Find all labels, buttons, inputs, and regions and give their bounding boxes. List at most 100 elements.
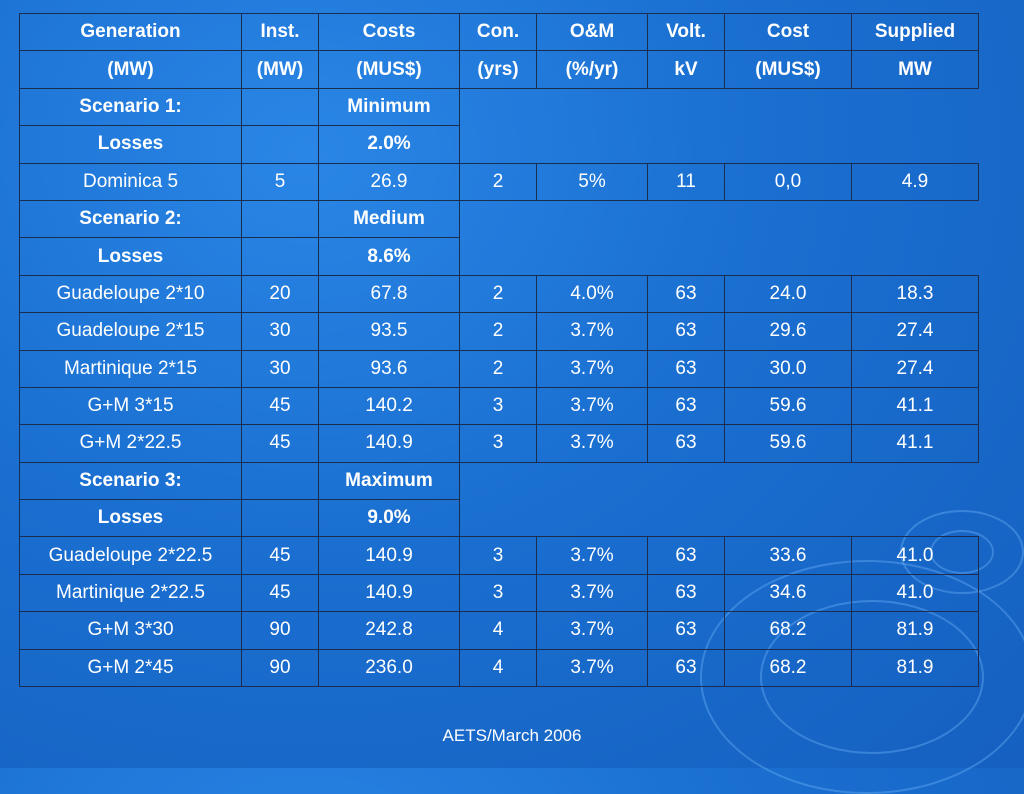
table-cell: 5% [536, 162, 648, 201]
table-cell: 26.9 [318, 162, 460, 201]
table-cell: 140.2 [318, 386, 460, 426]
table-cell: 4 [459, 611, 537, 650]
column-unit-header: (yrs) [459, 50, 537, 89]
scenario-title-row: Scenario 3: Maximum [19, 461, 979, 538]
table-cell: Martinique 2*15 [19, 349, 242, 388]
table-cell: 3.7% [536, 611, 648, 650]
table-cell: 29.6 [724, 312, 852, 351]
table-cell: 4 [459, 648, 537, 688]
table-cell: G+M 2*22.5 [19, 424, 242, 463]
column-unit-header: (MUS$) [318, 50, 460, 89]
table-cell: 27.4 [851, 312, 979, 351]
table-cell: Guadeloupe 2*22.5 [19, 536, 242, 575]
column-unit-header: (MW) [19, 50, 242, 89]
table-cell: 2 [459, 162, 537, 201]
table-cell: 45 [241, 536, 319, 575]
table-row: Dominica 5 5 26.9 2 5% 11 0,0 4.9 [19, 162, 979, 201]
table-cell: 63 [647, 424, 725, 463]
scenario-level: Maximum [318, 461, 460, 501]
column-unit-header: (%/yr) [536, 50, 648, 89]
table-cell: 3 [459, 536, 537, 575]
table-cell: 236.0 [318, 648, 460, 688]
empty-cell [241, 461, 319, 501]
table-row: Guadeloupe 2*10 20 67.8 2 4.0% 63 24.0 18.3 [19, 274, 979, 314]
column-header: Costs [318, 12, 460, 52]
table-cell: 63 [647, 386, 725, 426]
table-cell: 2 [459, 274, 537, 314]
table-cell: Guadeloupe 2*15 [19, 312, 242, 351]
table-cell: 18.3 [851, 274, 979, 314]
table-cell: 81.9 [851, 648, 979, 688]
table-cell: 3.7% [536, 349, 648, 388]
table-cell: 81.9 [851, 611, 979, 650]
scenario-level: Minimum [318, 87, 460, 127]
table-row: G+M 3*15 45 140.2 3 3.7% 63 59.6 41.1 [19, 386, 979, 426]
table-row: G+M 2*45 90 236.0 4 3.7% 63 68.2 81.9 [19, 648, 979, 688]
column-header: Con. [459, 12, 537, 52]
table-cell: 93.5 [318, 312, 460, 351]
losses-label: Losses [19, 237, 242, 276]
column-unit-header: kV [647, 50, 725, 89]
table-cell: 41.0 [851, 536, 979, 575]
table-cell: 30.0 [724, 349, 852, 388]
table-cell: 3 [459, 573, 537, 613]
losses-value: 2.0% [318, 125, 460, 164]
table-cell: 45 [241, 573, 319, 613]
table-cell: Guadeloupe 2*10 [19, 274, 242, 314]
table-cell: 4.0% [536, 274, 648, 314]
losses-row: Losses 9.0% [19, 499, 979, 538]
table-cell: 63 [647, 611, 725, 650]
table-cell: G+M 2*45 [19, 648, 242, 688]
table-row: Martinique 2*15 30 93.6 2 3.7% 63 30.0 27.4 [19, 349, 979, 388]
losses-label: Losses [19, 499, 242, 538]
empty-cell [241, 125, 319, 164]
table-cell: 93.6 [318, 349, 460, 388]
table-cell: 63 [647, 648, 725, 688]
table-cell: 27.4 [851, 349, 979, 388]
table-cell: 20 [241, 274, 319, 314]
table-cell: 68.2 [724, 648, 852, 688]
blank-area [459, 87, 979, 164]
table-cell: 63 [647, 274, 725, 314]
table-cell: 34.6 [724, 573, 852, 613]
table-cell: 68.2 [724, 611, 852, 650]
blank-area [459, 199, 979, 276]
empty-cell [241, 199, 319, 239]
losses-row: Losses 8.6% [19, 237, 979, 276]
table-cell: 63 [647, 573, 725, 613]
table-cell: 0,0 [724, 162, 852, 201]
cost-table: Generation Inst. Costs Con. O&M Volt. Cost Supp… [19, 12, 979, 688]
table-cell: 41.1 [851, 386, 979, 426]
scenario-title-row: Scenario 2: Medium [19, 199, 979, 276]
empty-cell [241, 237, 319, 276]
column-header: Supplied [851, 12, 979, 52]
table-cell: 45 [241, 386, 319, 426]
losses-value: 9.0% [318, 499, 460, 538]
table-cell: 140.9 [318, 573, 460, 613]
table-cell: 3.7% [536, 648, 648, 688]
column-header: Inst. [241, 12, 319, 52]
table-cell: 3.7% [536, 386, 648, 426]
table-cell: 59.6 [724, 424, 852, 463]
losses-label: Losses [19, 125, 242, 164]
table-row: Guadeloupe 2*22.5 45 140.9 3 3.7% 63 33.6 41.0 [19, 536, 979, 575]
table-cell: 24.0 [724, 274, 852, 314]
table-cell: 4.9 [851, 162, 979, 201]
empty-cell [241, 87, 319, 127]
column-unit-header: MW [851, 50, 979, 89]
table-cell: 33.6 [724, 536, 852, 575]
table-cell: 2 [459, 312, 537, 351]
table-cell: 242.8 [318, 611, 460, 650]
table-cell: 3.7% [536, 312, 648, 351]
table-cell: 63 [647, 312, 725, 351]
table-cell: 3.7% [536, 573, 648, 613]
table-row: G+M 3*30 90 242.8 4 3.7% 63 68.2 81.9 [19, 611, 979, 650]
scenario-title: Scenario 1: [19, 87, 242, 127]
column-header: Generation [19, 12, 242, 52]
losses-row: Losses 2.0% [19, 125, 979, 164]
table-cell: 140.9 [318, 424, 460, 463]
table-row: G+M 2*22.5 45 140.9 3 3.7% 63 59.6 41.1 [19, 424, 979, 463]
table-cell: 140.9 [318, 536, 460, 575]
scenario-title: Scenario 3: [19, 461, 242, 501]
column-unit-header: (MUS$) [724, 50, 852, 89]
